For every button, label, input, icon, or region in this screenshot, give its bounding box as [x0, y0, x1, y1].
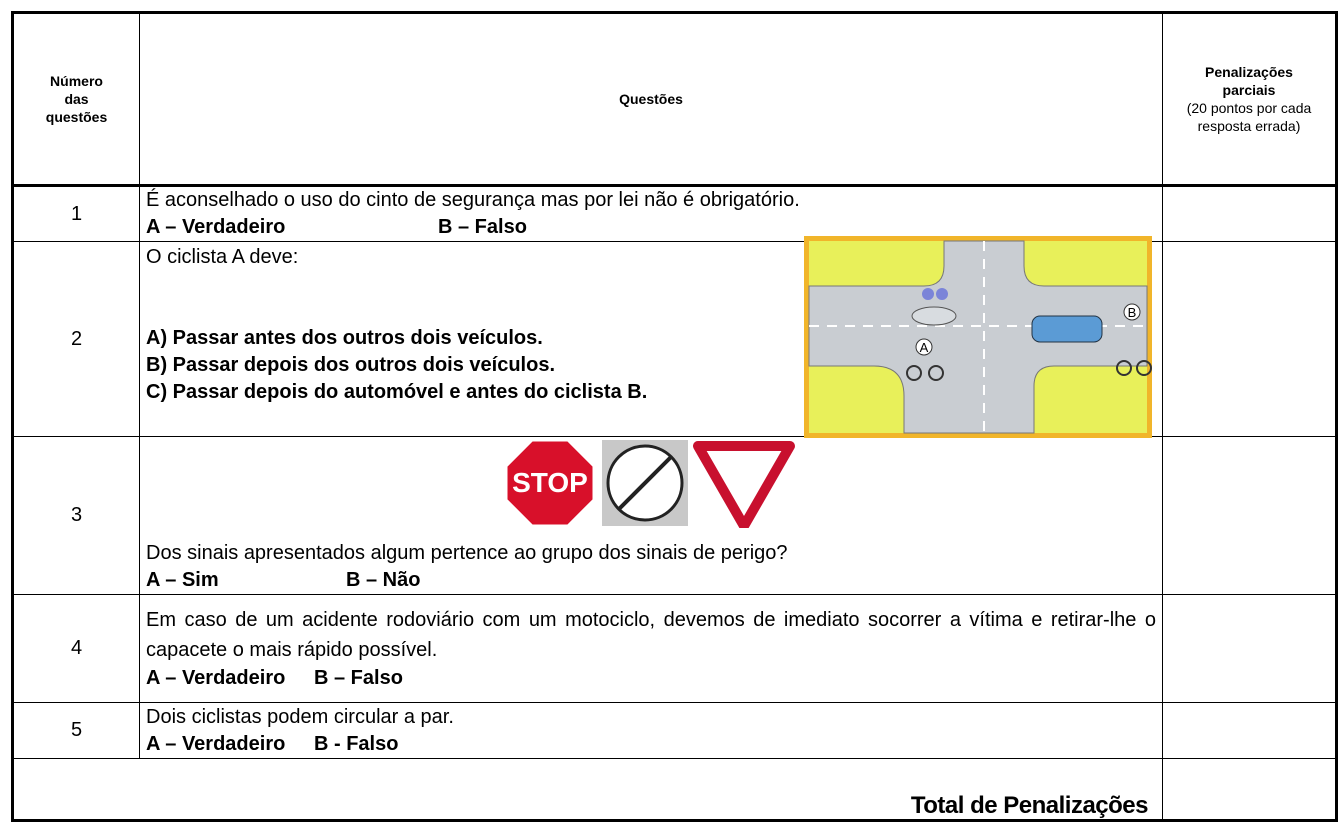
- option: B – Falso: [438, 216, 527, 238]
- number-cell: 3: [12, 436, 140, 595]
- number-cell: 2: [12, 241, 140, 437]
- header-penalties-note: (20 pontos por cada resposta errada): [1186, 100, 1312, 134]
- total-cell: [1162, 758, 1337, 821]
- question-cell: É aconselhado o uso do cinto de seguranç…: [139, 185, 1163, 242]
- question-cell: O ciclista A deve: A) Passar antes dos o…: [139, 236, 1163, 438]
- penalty-cell: [1162, 594, 1337, 703]
- number-cell: 1: [12, 185, 140, 242]
- question-cell: Dois ciclistas podem circular a par. A –…: [139, 702, 1163, 759]
- question: O ciclista A deve:: [146, 246, 299, 268]
- option: B – Não: [346, 569, 421, 591]
- options: A – Sim B – Não: [146, 567, 1156, 594]
- option: A) Passar antes dos outros dois veículos…: [146, 327, 543, 349]
- figure-label: A: [920, 340, 929, 355]
- option: B) Passar depois dos outros dois veículo…: [146, 354, 555, 376]
- quiz-table: Número das questões Questões Penalizaçõe…: [11, 11, 1338, 822]
- number-cell: 4: [12, 594, 140, 703]
- penalty-cell: [1162, 436, 1337, 595]
- options: A) Passar antes dos outros dois veículos…: [146, 325, 1156, 406]
- total-label: Total de Penalizações: [12, 758, 1163, 821]
- option: B – Falso: [314, 667, 403, 689]
- options: A – Verdadeiro B - Falso: [146, 731, 1156, 758]
- question: Em caso de um acidente rodoviário com um…: [146, 609, 1156, 661]
- row: 1 É aconselhado o uso do cinto de segura…: [12, 185, 1337, 242]
- row: 4 Em caso de um acidente rodoviário com …: [12, 594, 1337, 703]
- penalty-cell: [1162, 185, 1337, 242]
- header-penalties: Penalizações parciais: [1205, 64, 1293, 98]
- number-cell: 5: [12, 702, 140, 759]
- signs: STOP: [506, 438, 795, 528]
- header-row: Número das questões Questões Penalizaçõe…: [12, 12, 1337, 187]
- header-questions: Questões: [619, 91, 683, 107]
- option: A – Verdadeiro: [146, 667, 286, 689]
- intersection-figure: A B: [804, 236, 1152, 438]
- total-row: Total de Penalizações: [12, 758, 1337, 821]
- option: A – Verdadeiro: [146, 216, 286, 238]
- header-cell: Questões: [139, 12, 1163, 187]
- option: C) Passar depois do automóvel e antes do…: [146, 381, 648, 403]
- figure-label: B: [1128, 305, 1137, 320]
- header-number: Número das questões: [45, 73, 108, 125]
- sign-text: STOP: [512, 467, 588, 498]
- question: É aconselhado o uso do cinto de seguranç…: [146, 189, 800, 211]
- question: Dos sinais apresentados algum pertence a…: [146, 542, 788, 564]
- options: A – Verdadeiro B – Falso: [146, 665, 1156, 692]
- options: A – Verdadeiro B – Falso: [146, 214, 1156, 241]
- option: B - Falso: [314, 732, 399, 755]
- question-cell: STOP Dos sinais apresentados algum perte…: [139, 436, 1163, 595]
- row: 2 O ciclista A deve: A) Passar antes dos…: [12, 236, 1337, 438]
- row: 5 Dois ciclistas podem circular a par. A…: [12, 702, 1337, 759]
- penalty-cell: [1162, 702, 1337, 759]
- option: A – Verdadeiro: [146, 732, 286, 755]
- option: A – Sim: [146, 569, 219, 591]
- penalty-cell: [1162, 241, 1337, 437]
- header-cell: Número das questões: [12, 12, 140, 187]
- question-cell: Em caso de um acidente rodoviário com um…: [139, 594, 1163, 703]
- row: 3 STOP Dos sinais apresentados algum per…: [12, 436, 1337, 595]
- question: Dois ciclistas podem circular a par.: [146, 705, 454, 728]
- header-cell: Penalizações parciais (20 pontos por cad…: [1162, 12, 1337, 187]
